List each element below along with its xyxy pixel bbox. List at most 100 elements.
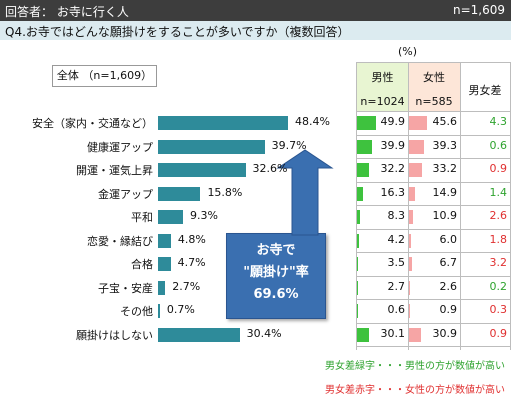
male-bar [357, 327, 369, 342]
diff-value: 2.6 [489, 209, 508, 222]
callout-line3: 69.6% [253, 287, 299, 302]
bar-value-label: 15.8% [207, 185, 243, 199]
table-hline [356, 134, 511, 136]
female-header-bg [409, 62, 460, 111]
table-hline [356, 111, 511, 112]
bar [158, 233, 171, 248]
male-value: 0.6 [387, 303, 406, 316]
male-n: n=1024 [360, 95, 405, 108]
category-label: 平和 [131, 211, 153, 224]
bar [158, 116, 288, 130]
female-header: 女性 [423, 71, 445, 84]
bar-value-label: 30.4% [246, 326, 282, 340]
male-bar [357, 280, 359, 295]
diff-value: 4.3 [489, 115, 508, 128]
diff-value: 1.8 [489, 232, 508, 246]
callout-line1: お寺で [256, 243, 296, 258]
female-bar [409, 327, 421, 342]
female-bar [409, 139, 425, 154]
female-bar [409, 233, 412, 248]
question-text: Q4.お寺ではどんな願掛けをすることが多いですか（複数回答） [5, 25, 350, 39]
note-green: 男女差緑字・・・男性の方が数値が高い [325, 361, 505, 372]
table-hline [356, 299, 511, 300]
bar [158, 304, 160, 318]
diff-value: 0.2 [489, 279, 508, 293]
male-bar [357, 304, 358, 318]
respondents-label: 回答者： お寺に行く人 [5, 5, 129, 19]
unit-label: (%) [398, 45, 418, 58]
table-hline [356, 62, 511, 63]
diff-value: 3.2 [489, 256, 508, 269]
table-hline [356, 158, 511, 159]
male-value: 2.7 [387, 279, 406, 293]
question-bar: Q4.お寺ではどんな願掛けをすることが多いですか（複数回答） [0, 21, 511, 40]
diff-value: 0.9 [489, 162, 508, 175]
female-bar [409, 186, 415, 201]
table-hline [356, 322, 511, 324]
male-value: 39.9 [380, 138, 406, 152]
female-bar [409, 304, 410, 318]
diff-value: 0.6 [489, 138, 508, 152]
table-hline [356, 228, 511, 230]
note-red: 男女差赤字・・・女性の方が数値が高い [325, 385, 505, 396]
category-label: その他 [120, 305, 153, 318]
table-vline [408, 62, 409, 350]
bar [158, 139, 265, 154]
category-label: 願掛けはしない [76, 328, 153, 342]
category-label: 健康運アップ [87, 140, 153, 154]
bar-value-label: 39.7% [271, 138, 307, 152]
sample-size: n=1,609 [452, 3, 505, 17]
female-bar [409, 257, 412, 271]
male-bar [357, 163, 370, 177]
table-vline [356, 62, 357, 350]
female-value: 30.9 [432, 326, 458, 340]
female-bar [409, 210, 414, 224]
bar-value-label: 48.4% [295, 115, 330, 128]
male-bar [357, 257, 359, 271]
male-value: 3.5 [387, 256, 406, 269]
female-bar [409, 163, 422, 177]
bar [158, 163, 246, 177]
category-label: 恋愛・縁結び [87, 234, 153, 248]
table-hline [356, 205, 511, 206]
category-label: 開運・運気上昇 [76, 164, 153, 177]
male-bar [357, 139, 373, 154]
bar-value-label: 32.6% [252, 162, 288, 175]
female-value: 10.9 [432, 209, 458, 222]
female-value: 6.0 [439, 232, 458, 246]
male-bar [357, 233, 359, 248]
male-bar [357, 116, 377, 130]
bar [158, 280, 166, 295]
bar-value-label: 9.3% [189, 209, 218, 222]
male-bar [357, 186, 364, 201]
category-label: 安全（家内・交通など） [32, 117, 153, 130]
total-label: 全体 （n=1,609） [52, 65, 157, 87]
header-bar: 回答者： お寺に行く人 n=1,609 [0, 0, 511, 21]
bar [158, 257, 171, 271]
male-value: 49.9 [380, 115, 406, 128]
bar-value-label: 2.7% [172, 279, 201, 293]
category-label: 金運アップ [98, 187, 153, 201]
male-header: 男性 [371, 71, 394, 84]
female-value: 14.9 [432, 185, 458, 199]
table-hline [356, 181, 511, 183]
diff-header: 男女差 [468, 84, 502, 97]
female-value: 39.3 [432, 138, 458, 152]
table-hline [356, 346, 511, 347]
female-value: 2.6 [439, 279, 458, 293]
table-vline [460, 62, 461, 350]
bar [158, 186, 201, 201]
female-value: 33.2 [432, 162, 458, 175]
diff-value: 0.3 [489, 303, 508, 316]
bar-value-label: 4.8% [177, 232, 206, 246]
female-value: 45.6 [432, 115, 458, 128]
male-header-bg [356, 62, 408, 111]
male-bar [357, 210, 361, 224]
male-value: 16.3 [380, 185, 406, 199]
bar [158, 210, 183, 224]
bar-value-label: 0.7% [166, 303, 195, 316]
callout-line2: "願掛け"率 [243, 265, 309, 280]
female-bar [409, 116, 427, 130]
diff-value: 0.9 [489, 326, 508, 340]
male-value: 4.2 [387, 232, 406, 246]
